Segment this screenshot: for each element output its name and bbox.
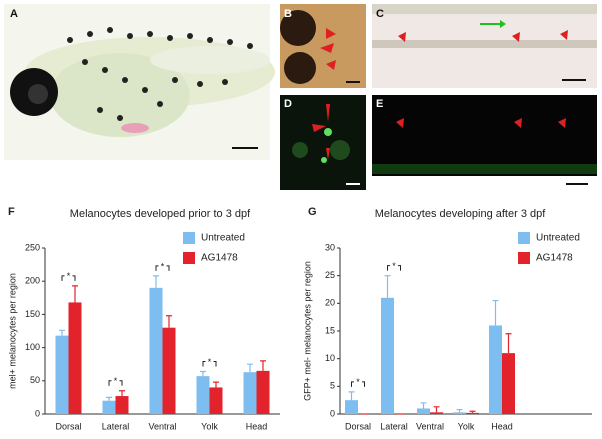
- y-tick-label: 200: [25, 276, 40, 286]
- error-bar: [166, 315, 172, 328]
- panel-label: D: [284, 98, 292, 110]
- error-bar: [469, 410, 476, 413]
- significance-label: *: [392, 261, 396, 271]
- y-tick-label: 25: [325, 270, 335, 280]
- bar: [417, 408, 430, 414]
- bar: [55, 335, 69, 414]
- bar: [345, 400, 358, 414]
- bar: [196, 376, 210, 414]
- error-bar: [420, 402, 427, 409]
- x-tick-label: Yolk: [458, 421, 475, 431]
- legend-label: Untreated: [536, 233, 580, 244]
- x-tick-label: Yolk: [201, 421, 218, 431]
- error-bar: [456, 408, 463, 413]
- y-tick-label: 0: [330, 408, 335, 418]
- x-tick-label: Ventral: [416, 421, 444, 431]
- x-tick-label: Dorsal: [345, 421, 371, 431]
- error-bar: [433, 406, 440, 413]
- y-tick-label: 250: [25, 242, 40, 252]
- bar: [453, 412, 466, 414]
- y-tick-label: 150: [25, 309, 40, 319]
- panel-label: B: [284, 8, 292, 20]
- panel-label: A: [10, 8, 18, 20]
- bar: [466, 412, 479, 414]
- y-tick-label: 10: [325, 353, 335, 363]
- bar: [209, 387, 223, 414]
- image-panel-d: [280, 95, 366, 190]
- significance-label: *: [208, 357, 212, 367]
- y-tick-label: 0: [35, 408, 40, 418]
- significance-bracket: [202, 361, 217, 367]
- chart-title: Melanocytes developed prior to 3 dpf: [70, 208, 251, 220]
- error-bar: [106, 396, 112, 401]
- bar: [502, 353, 515, 414]
- significance-label: *: [114, 376, 118, 386]
- legend-swatch: [518, 252, 530, 264]
- y-axis-label: mel+ melanocytes per region: [7, 273, 17, 389]
- bar: [102, 400, 116, 414]
- error-bar: [260, 360, 266, 371]
- legend-label: AG1478: [536, 253, 573, 264]
- significance-label: *: [67, 271, 71, 281]
- bar: [115, 396, 129, 414]
- error-bar: [59, 329, 65, 336]
- bar: [243, 372, 257, 414]
- y-axis-label: GFP+ mel- melanocytes per region: [302, 261, 312, 401]
- significance-bracket: [387, 265, 401, 271]
- legend-swatch: [183, 252, 195, 264]
- image-panel-b: [280, 4, 366, 88]
- bar: [381, 297, 394, 414]
- significance-label: *: [356, 377, 360, 387]
- legend-swatch: [183, 232, 195, 244]
- error-bar: [348, 391, 355, 401]
- error-bar: [492, 299, 499, 326]
- image-panel-a: [4, 4, 275, 160]
- error-bar: [153, 275, 159, 288]
- x-tick-label: Dorsal: [55, 421, 81, 431]
- bar: [256, 370, 270, 414]
- y-tick-label: 5: [330, 381, 335, 391]
- bar: [430, 412, 443, 414]
- significance-bracket: [108, 380, 123, 386]
- bar: [162, 327, 176, 414]
- error-bar: [200, 370, 206, 377]
- image-panel-e: [372, 95, 597, 190]
- error-bar: [72, 285, 78, 303]
- x-tick-label: Head: [491, 421, 513, 431]
- x-tick-label: Lateral: [380, 421, 408, 431]
- significance-bracket: [351, 381, 365, 387]
- panel-label: F: [8, 206, 15, 218]
- significance-label: *: [161, 261, 165, 271]
- error-bar: [213, 381, 219, 388]
- image-panel-c: [372, 4, 597, 88]
- bar: [149, 287, 163, 414]
- x-tick-label: Lateral: [102, 421, 130, 431]
- y-tick-label: 30: [325, 242, 335, 252]
- error-bar: [384, 275, 391, 298]
- error-bar: [505, 333, 512, 354]
- y-tick-label: 15: [325, 325, 335, 335]
- legend-swatch: [518, 232, 530, 244]
- x-tick-label: Head: [246, 421, 268, 431]
- chart-title: Melanocytes developing after 3 dpf: [375, 208, 547, 220]
- y-tick-label: 50: [30, 375, 40, 385]
- legend-label: Untreated: [201, 233, 245, 244]
- y-tick-label: 100: [25, 342, 40, 352]
- bar: [68, 302, 82, 414]
- x-tick-label: Ventral: [148, 421, 176, 431]
- error-bar: [247, 363, 253, 373]
- bar: [489, 325, 502, 414]
- panel-label: E: [376, 98, 383, 110]
- panel-label: G: [308, 206, 317, 218]
- significance-bracket: [61, 275, 76, 281]
- panel-label: C: [376, 8, 384, 20]
- significance-bracket: [155, 265, 170, 271]
- y-tick-label: 20: [325, 298, 335, 308]
- legend-label: AG1478: [201, 253, 238, 264]
- error-bar: [119, 390, 125, 397]
